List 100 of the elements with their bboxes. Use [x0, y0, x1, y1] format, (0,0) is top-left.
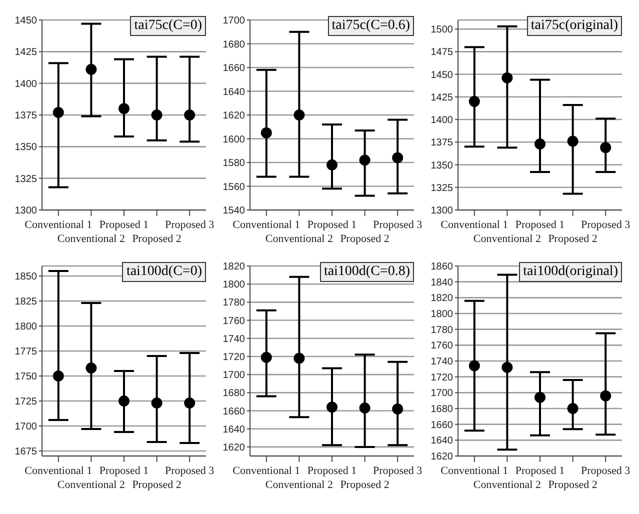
y-tick-label: 1560: [222, 182, 246, 193]
x-tick-label: Proposed 3: [581, 465, 631, 477]
y-tick-label: 1400: [430, 115, 454, 126]
y-tick-label: 1820: [430, 293, 454, 304]
y-tick-label: 1675: [14, 446, 38, 458]
y-tick-label: 1580: [222, 158, 246, 170]
y-tick-label: 1775: [14, 346, 38, 358]
point: [52, 370, 64, 382]
point: [151, 110, 162, 120]
y-tick-label: 1720: [222, 352, 246, 364]
y-tick-label: 1450: [430, 70, 454, 81]
point: [502, 72, 513, 84]
y-tick-label: 1820: [222, 262, 246, 273]
y-tick-label: 1850: [14, 272, 38, 283]
x-tick-label: Conventional 1: [24, 219, 92, 231]
y-tick-label: 1375: [14, 110, 38, 122]
y-tick-label: 1325: [14, 174, 38, 185]
point: [600, 142, 612, 154]
y-tick-label: 1300: [430, 206, 454, 217]
x-tick-label: Conventional 1: [24, 465, 92, 477]
x-tick-label: Conventional 2: [57, 479, 125, 491]
x-tick-label: Proposed 1: [99, 465, 149, 477]
x-tick-label: Proposed 1: [515, 219, 565, 231]
x-tick-label: Conventional 2: [473, 233, 541, 245]
y-tick-label: 1800: [430, 309, 454, 320]
point: [118, 103, 130, 114]
y-tick-label: 1660: [222, 63, 246, 74]
x-tick-label: Conventional 1: [440, 219, 508, 231]
y-tick-label: 1600: [222, 134, 246, 146]
y-tick-label: 1620: [222, 110, 246, 122]
chart-title: tai75c(C=0): [130, 16, 206, 36]
y-tick-label: 1500: [430, 24, 454, 36]
y-tick-label: 1660: [430, 420, 454, 431]
x-tick-label: Proposed 3: [581, 219, 631, 231]
x-tick-label: Proposed 1: [99, 219, 149, 231]
point: [468, 96, 480, 107]
y-tick-label: 1680: [222, 39, 246, 50]
x-tick-label: Proposed 2: [132, 479, 182, 491]
y-tick-label: 1760: [222, 316, 246, 327]
x-tick-label: Conventional 1: [232, 219, 300, 231]
x-tick-label: Proposed 3: [373, 219, 423, 231]
point: [567, 136, 578, 147]
y-tick-label: 1540: [222, 206, 246, 217]
point: [86, 362, 97, 374]
point: [184, 110, 196, 120]
x-tick-label: Proposed 2: [548, 233, 598, 245]
x-tick-label: Conventional 1: [232, 465, 300, 477]
point: [294, 352, 305, 364]
x-tick-label: Conventional 2: [265, 233, 333, 245]
y-tick-label: 1425: [14, 47, 38, 58]
point: [294, 110, 305, 120]
y-tick-label: 1350: [14, 142, 38, 154]
y-tick-label: 1640: [430, 436, 454, 447]
point: [600, 390, 612, 402]
y-tick-label: 1725: [14, 396, 38, 408]
y-tick-label: 1720: [430, 372, 454, 384]
y-tick-label: 1680: [222, 388, 246, 400]
y-tick-label: 1450: [14, 16, 38, 27]
y-tick-label: 1825: [14, 296, 38, 308]
point: [567, 403, 578, 414]
x-tick-label: Conventional 2: [57, 233, 125, 245]
point: [468, 360, 480, 372]
x-tick-label: Conventional 2: [265, 479, 333, 491]
point: [534, 392, 546, 403]
x-tick-label: Proposed 1: [515, 465, 565, 477]
chart-title: tai100d(C=0): [122, 262, 206, 282]
x-tick-label: Proposed 2: [132, 233, 182, 245]
y-tick-label: 1375: [430, 138, 454, 149]
point: [260, 127, 272, 138]
y-tick-label: 1620: [222, 442, 246, 454]
y-tick-label: 1740: [222, 334, 246, 345]
y-tick-label: 1620: [430, 452, 454, 463]
y-tick-label: 1740: [430, 356, 454, 368]
y-tick-label: 1400: [14, 78, 38, 90]
point: [502, 362, 513, 373]
y-tick-label: 1700: [222, 370, 246, 382]
y-tick-label: 1700: [430, 388, 454, 400]
x-tick-label: Conventional 2: [473, 479, 541, 491]
chart-title: tai100d(C=0.8): [320, 262, 414, 282]
y-tick-label: 1860: [430, 262, 454, 273]
point: [534, 138, 546, 150]
y-tick-label: 1425: [430, 92, 454, 104]
point: [326, 159, 338, 170]
point: [52, 106, 64, 118]
x-tick-label: Proposed 2: [340, 233, 390, 245]
y-tick-label: 1680: [430, 404, 454, 416]
y-tick-label: 1700: [222, 16, 246, 27]
point: [359, 154, 370, 166]
chart-title: tai75c(original): [526, 16, 622, 36]
y-tick-label: 1660: [222, 406, 246, 418]
point: [86, 64, 97, 75]
y-tick-label: 1325: [430, 182, 454, 194]
x-tick-label: Proposed 1: [307, 465, 357, 477]
point: [392, 403, 404, 414]
point: [326, 402, 338, 413]
y-tick-label: 1750: [14, 372, 38, 383]
y-tick-label: 1700: [14, 422, 38, 433]
y-tick-label: 1800: [14, 322, 38, 333]
point: [118, 396, 130, 406]
point: [260, 352, 272, 363]
